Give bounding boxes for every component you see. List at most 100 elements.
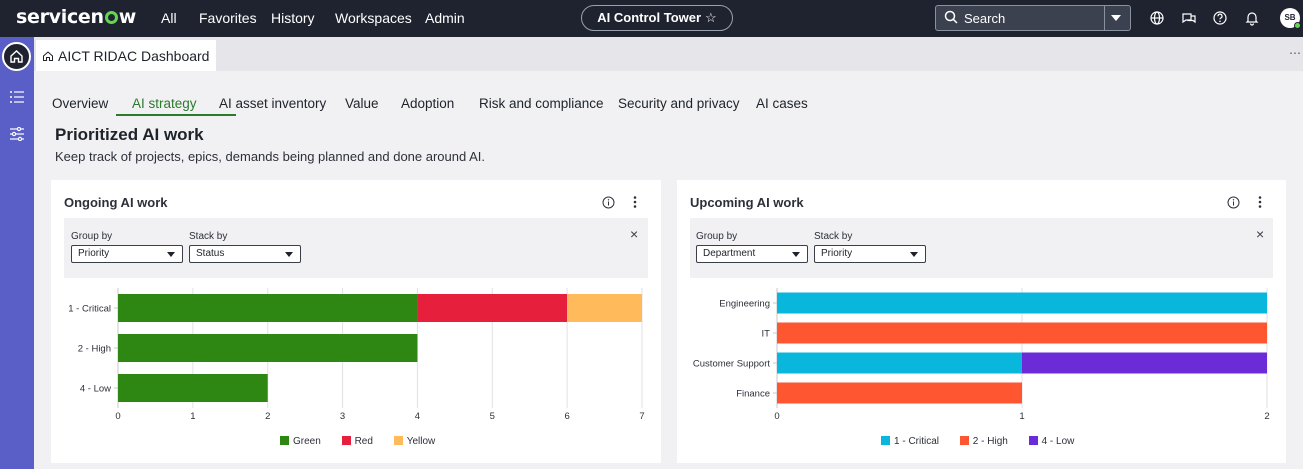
x-tick-label: 2 bbox=[265, 411, 270, 422]
chart-filters: Group by Department Stack by Priority × bbox=[690, 218, 1273, 278]
y-category-label: Customer Support bbox=[693, 359, 770, 370]
stack-by-value: Priority bbox=[821, 248, 853, 259]
group-by-select[interactable]: Priority bbox=[71, 245, 183, 263]
x-tick-label: 4 bbox=[415, 411, 420, 422]
info-icon[interactable] bbox=[1227, 196, 1240, 209]
bar-segment bbox=[567, 294, 642, 322]
upcoming-ai-work-chart: 0 1 2 Engineering IT Customer Support Finance bbox=[693, 288, 1270, 422]
tab-overview[interactable]: Overview bbox=[52, 96, 109, 111]
legend-label: 2 - High bbox=[972, 436, 1008, 447]
legend-item-low[interactable]: 4 - Low bbox=[1028, 436, 1074, 447]
close-icon[interactable]: × bbox=[1256, 226, 1265, 242]
chevron-down-icon bbox=[792, 252, 800, 257]
chat-icon[interactable] bbox=[1181, 10, 1197, 26]
section-title: Prioritized AI work bbox=[55, 125, 204, 144]
chevron-down-icon bbox=[167, 252, 175, 257]
group-by-label: Group by bbox=[696, 231, 738, 242]
group-by-select[interactable]: Department bbox=[696, 245, 808, 263]
legend-item-yellow[interactable]: Yellow bbox=[393, 436, 436, 447]
y-category-label: 1 - Critical bbox=[68, 304, 111, 315]
top-navigation-bar: servicen w All Favorites History Workspac… bbox=[0, 0, 1303, 37]
legend-label: Yellow bbox=[406, 436, 436, 447]
tab-ai-cases[interactable]: AI cases bbox=[756, 96, 808, 111]
user-avatar[interactable]: SB bbox=[1280, 8, 1301, 29]
legend-item-critical[interactable]: 1 - Critical bbox=[881, 436, 939, 447]
nav-admin[interactable]: Admin bbox=[425, 10, 465, 26]
group-by-value: Department bbox=[703, 248, 756, 259]
bar-segment bbox=[118, 334, 418, 362]
bar-segment bbox=[118, 294, 418, 322]
section-subtitle: Keep track of projects, epics, demands b… bbox=[55, 149, 486, 164]
more-options-icon[interactable] bbox=[633, 195, 637, 209]
legend-swatch bbox=[341, 436, 351, 445]
bar-segment bbox=[417, 294, 568, 322]
avatar-initials: SB bbox=[1284, 13, 1296, 22]
left-rail bbox=[0, 37, 34, 469]
app-scope-label: AI Control Tower bbox=[597, 10, 702, 25]
x-tick-label: 6 bbox=[564, 411, 569, 422]
nav-favorites[interactable]: Favorites bbox=[199, 10, 257, 26]
stack-by-value: Status bbox=[196, 248, 225, 259]
group-by-value: Priority bbox=[78, 248, 110, 259]
group-by-label: Group by bbox=[71, 231, 113, 242]
page-tab-aict-ridac[interactable]: AICT RIDAC Dashboard bbox=[36, 40, 216, 71]
legend-swatch bbox=[881, 436, 890, 445]
info-icon[interactable] bbox=[602, 196, 615, 209]
stack-by-select[interactable]: Status bbox=[189, 245, 301, 263]
tab-security-and-privacy[interactable]: Security and privacy bbox=[618, 96, 740, 111]
bar-segment bbox=[777, 382, 1022, 404]
list-icon[interactable] bbox=[9, 90, 25, 104]
legend-label: 1 - Critical bbox=[894, 436, 940, 447]
home-button[interactable] bbox=[2, 42, 31, 71]
x-tick-label: 5 bbox=[490, 411, 495, 422]
tab-ai-strategy[interactable]: AI strategy bbox=[132, 96, 197, 111]
stack-by-select[interactable]: Priority bbox=[814, 245, 926, 263]
app-scope-pill[interactable]: AI Control Tower ☆ bbox=[581, 5, 733, 31]
nav-workspaces[interactable]: Workspaces bbox=[335, 10, 412, 26]
more-options-icon[interactable] bbox=[1258, 195, 1262, 209]
global-search[interactable]: Search bbox=[935, 5, 1131, 31]
bar-segment bbox=[1022, 352, 1267, 374]
ongoing-ai-work-card: Ongoing AI work Group by Priority Stack … bbox=[51, 180, 661, 463]
card-title: Ongoing AI work bbox=[64, 195, 168, 210]
bell-icon[interactable] bbox=[1244, 10, 1260, 26]
x-tick-label: 1 bbox=[190, 411, 195, 422]
legend-swatch bbox=[280, 436, 289, 445]
chevron-down-icon[interactable] bbox=[1111, 15, 1121, 21]
help-icon[interactable] bbox=[1212, 10, 1228, 26]
star-icon[interactable]: ☆ bbox=[705, 10, 717, 25]
chart-legend: Green Red Yellow bbox=[280, 436, 453, 447]
nav-history[interactable]: History bbox=[271, 10, 315, 26]
search-divider bbox=[1104, 6, 1105, 30]
y-category-label: Finance bbox=[736, 389, 770, 400]
x-tick-label: 2 bbox=[1264, 411, 1269, 422]
home-icon bbox=[10, 50, 23, 63]
legend-label: Red bbox=[354, 436, 373, 447]
tab-risk-and-compliance[interactable]: Risk and compliance bbox=[479, 96, 604, 111]
y-category-label: Engineering bbox=[719, 299, 770, 310]
more-icon[interactable]: ⋯ bbox=[1289, 46, 1301, 60]
legend-item-green[interactable]: Green bbox=[280, 436, 321, 447]
legend-label: Green bbox=[293, 436, 321, 447]
chart-filters: Group by Priority Stack by Status × bbox=[64, 218, 648, 278]
tab-adoption[interactable]: Adoption bbox=[401, 96, 455, 111]
legend-item-red[interactable]: Red bbox=[341, 436, 373, 447]
chevron-down-icon bbox=[910, 252, 918, 257]
tab-ai-asset-inventory[interactable]: AI asset inventory bbox=[219, 96, 327, 111]
tab-value[interactable]: Value bbox=[345, 96, 379, 111]
sliders-icon[interactable] bbox=[9, 127, 25, 141]
ongoing-ai-work-chart: 0 1 2 3 4 5 6 7 1 - Critical 2 - High 4 - Low bbox=[68, 288, 645, 422]
chevron-down-icon bbox=[285, 252, 293, 257]
globe-icon[interactable] bbox=[1149, 10, 1165, 26]
page-tab-label: AICT RIDAC Dashboard bbox=[58, 48, 210, 64]
legend-item-high[interactable]: 2 - High bbox=[959, 436, 1008, 447]
bar-segment bbox=[777, 292, 1267, 314]
y-category-label: 4 - Low bbox=[80, 384, 111, 395]
y-category-label: 2 - High bbox=[78, 344, 111, 355]
close-icon[interactable]: × bbox=[630, 226, 639, 242]
stack-by-label: Stack by bbox=[189, 231, 228, 242]
bar-segment bbox=[118, 374, 268, 402]
nav-all[interactable]: All bbox=[161, 10, 177, 26]
active-tab-indicator bbox=[116, 114, 236, 116]
servicenow-logo[interactable]: servicen w bbox=[16, 6, 137, 28]
